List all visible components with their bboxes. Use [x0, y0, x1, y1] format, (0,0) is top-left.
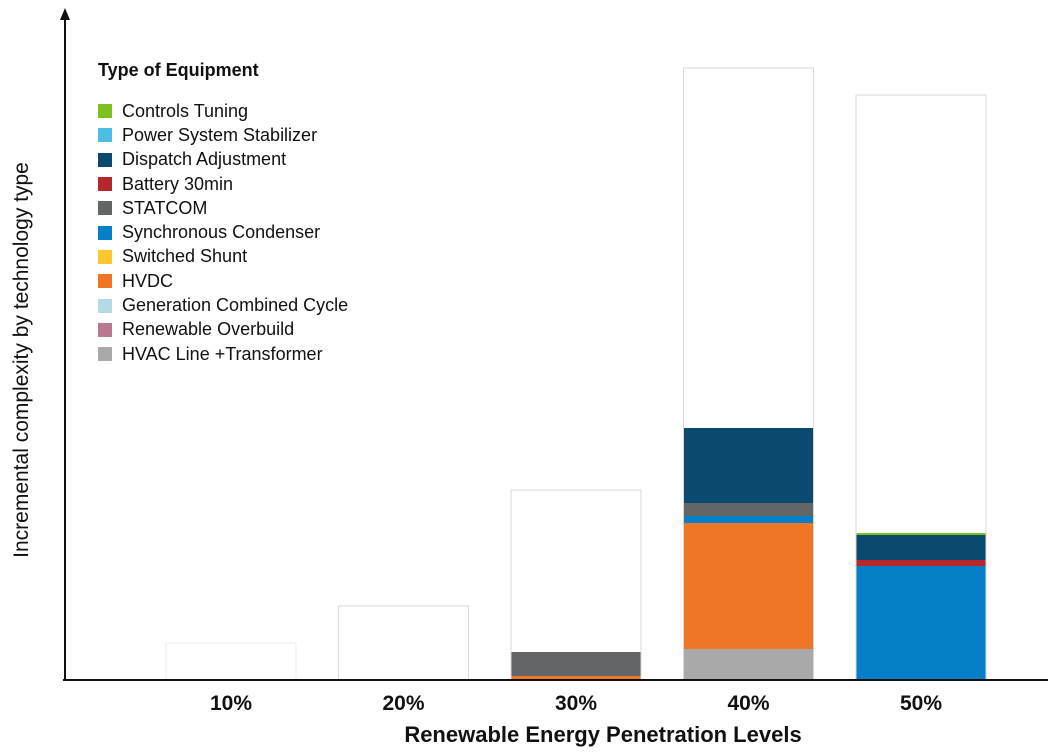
legend-item-generation-combined-cycle: Generation Combined Cycle: [98, 293, 348, 317]
bar-segment-controls-tuning-50: [856, 533, 986, 535]
bar-outline-20: [338, 605, 469, 681]
x-tick-label: 20%: [382, 692, 424, 715]
bar-segment-dispatch-adjustment-50: [856, 535, 986, 560]
bar-segment-synchronous-condenser-40: [683, 516, 814, 523]
legend-swatch: [98, 152, 112, 167]
bar-segment-hvdc-30: [511, 676, 641, 680]
axes-layer: [60, 8, 1048, 681]
legend-item-renewable-overbuild: Renewable Overbuild: [98, 318, 348, 342]
legend-item-switched-shunt: Switched Shunt: [98, 245, 348, 269]
legend-item-synchronous-condenser: Synchronous Condenser: [98, 220, 348, 244]
bar-outline-30: [510, 489, 642, 681]
bar-segment-statcom-30: [511, 652, 641, 676]
legend-swatch: [98, 128, 112, 143]
legend-item-power-system-stabilizer: Power System Stabilizer: [98, 123, 348, 147]
x-tick-label: 10%: [210, 692, 252, 715]
legend-label: Power System Stabilizer: [122, 124, 318, 145]
legend-swatch: [98, 322, 112, 337]
legend-title: Type of Equipment: [98, 60, 259, 80]
legend: Type of Equipment Controls Tuning Power S…: [98, 60, 348, 366]
x-tick-label: 50%: [900, 692, 942, 715]
legend-item-hvdc: HVDC: [98, 269, 348, 293]
bar-segment-hvac-line-transformer-40: [683, 649, 814, 680]
bar-segment-synchronous-condenser-50: [856, 566, 986, 680]
legend-swatch: [98, 177, 112, 192]
x-axis-title: Renewable Energy Penetration Levels: [404, 722, 802, 747]
bar-segment-hvdc-40: [683, 523, 814, 649]
legend-swatch: [98, 225, 112, 240]
x-tick-label: 40%: [727, 692, 769, 715]
y-axis-title: Incremental complexity by technology typ…: [10, 162, 33, 558]
legend-label: Controls Tuning: [122, 100, 249, 121]
legend-label: Dispatch Adjustment: [122, 149, 287, 170]
legend-swatch: [98, 249, 112, 264]
legend-item-controls-tuning: Controls Tuning: [98, 99, 348, 123]
bar-segment-statcom-40: [683, 503, 814, 516]
legend-label: Switched Shunt: [122, 246, 248, 267]
legend-label: Generation Combined Cycle: [122, 295, 349, 316]
legend-swatch: [98, 347, 112, 362]
legend-item-hvac-line-transformer: HVAC Line +Transformer: [98, 342, 348, 366]
legend-item-statcom: STATCOM: [98, 196, 348, 220]
legend-swatch: [98, 274, 112, 289]
legend-label: Renewable Overbuild: [122, 319, 295, 340]
legend-label: HVAC Line +Transformer: [122, 343, 323, 364]
legend-label: HVDC: [122, 270, 174, 291]
bar-outline-10: [165, 642, 297, 681]
legend-label: Synchronous Condenser: [122, 222, 321, 243]
y-axis-arrow-icon: [60, 8, 70, 20]
legend-label: Battery 30min: [122, 173, 234, 194]
legend-swatch: [98, 104, 112, 119]
x-tick-labels: 10% 20% 30% 40% 50%: [210, 692, 942, 715]
legend-swatch: [98, 201, 112, 216]
bar-segment-battery-30min-50: [856, 560, 986, 566]
legend-item-battery-30min: Battery 30min: [98, 172, 348, 196]
bars-layer: [165, 67, 987, 681]
x-tick-label: 30%: [555, 692, 597, 715]
bar-segment-dispatch-adjustment-40: [683, 428, 814, 503]
legend-label: STATCOM: [122, 197, 208, 218]
legend-item-dispatch-adjustment: Dispatch Adjustment: [98, 148, 348, 172]
legend-swatch: [98, 298, 112, 313]
legend-items: Controls Tuning Power System Stabilizer Di…: [98, 99, 348, 366]
